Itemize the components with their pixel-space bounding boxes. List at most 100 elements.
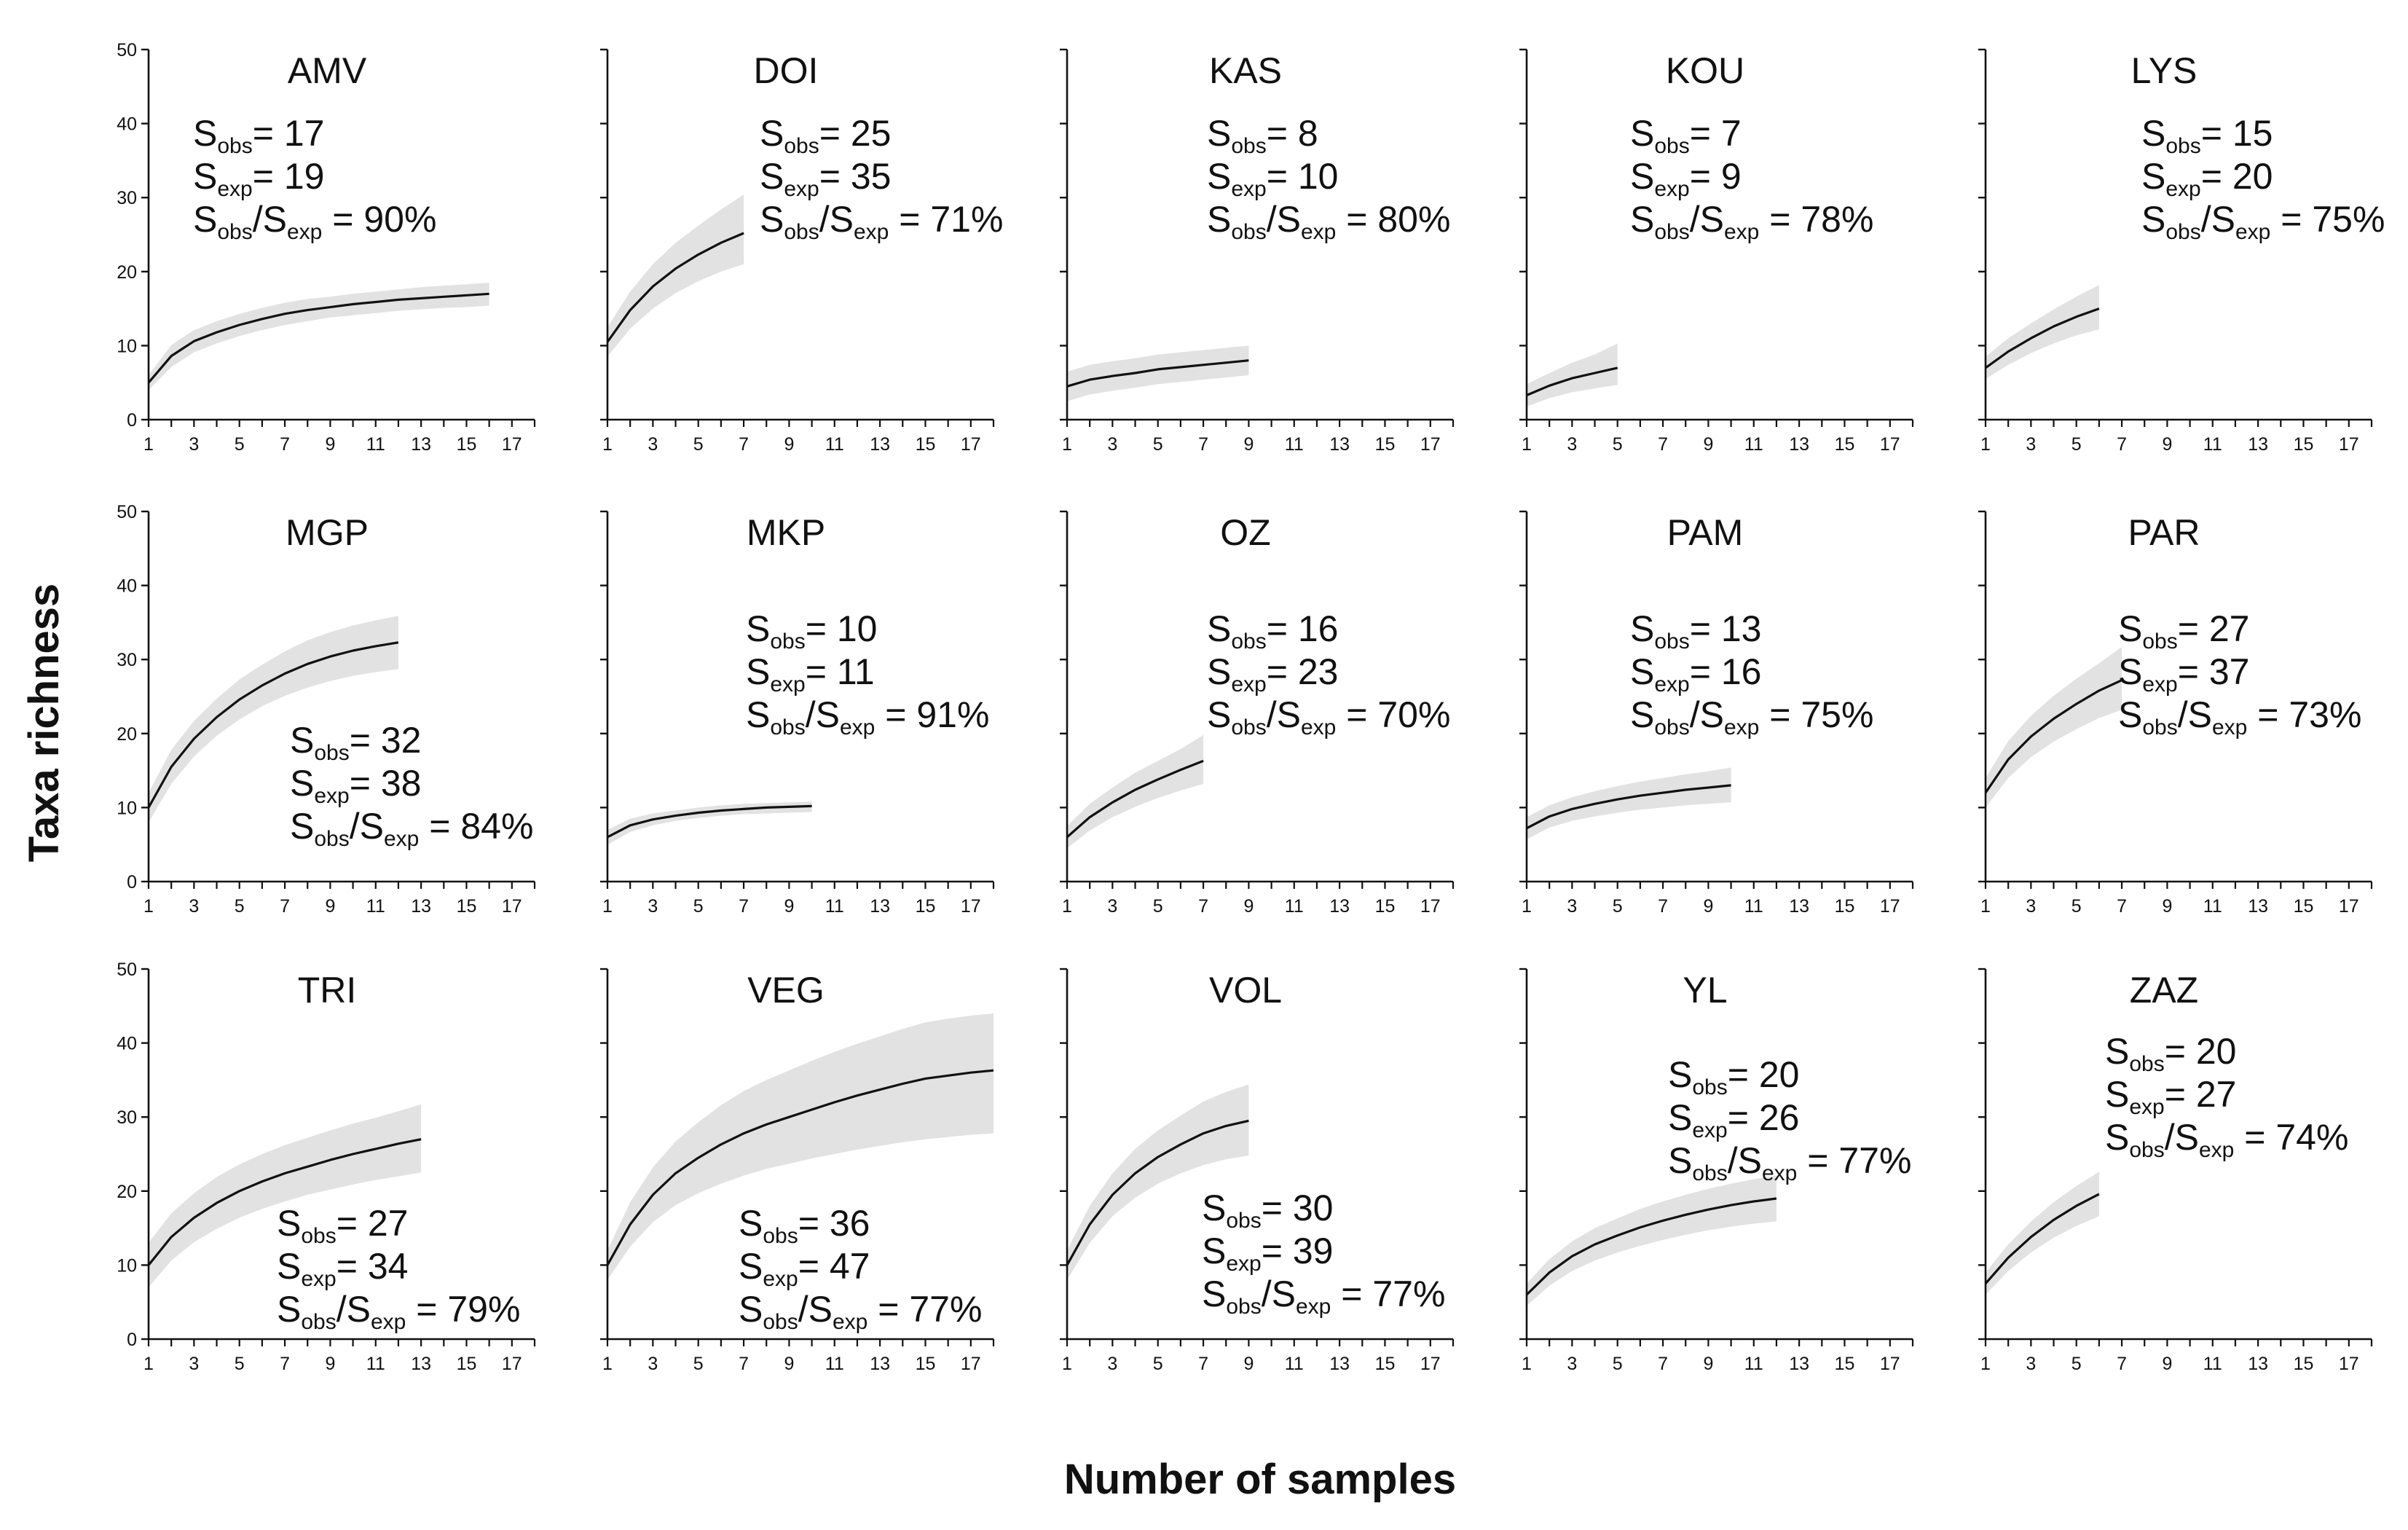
stat-line: Sobs= 10 [746,608,877,654]
panel-title: PAR [2128,512,2200,553]
rarefaction-curve [147,292,489,384]
x-tick-label: 5 [235,434,245,455]
stat-line: Sexp= 37 [2118,651,2249,697]
x-tick-label: 5 [693,896,704,917]
panel-title: LYS [2131,50,2198,91]
x-tick-label: 15 [2294,1354,2314,1374]
x-tick-label: 7 [1198,434,1208,455]
x-tick-label: 17 [1420,1354,1441,1374]
stat-line: Sobs= 27 [2118,608,2249,654]
x-tick-label: 9 [2162,896,2172,917]
x-tick-label: 11 [1285,1354,1304,1374]
stat-line: Sobs= 17 [193,113,324,158]
stat-line: Sobs/Sexp = 77% [1668,1140,1911,1185]
x-tick-label: 13 [2248,1354,2268,1374]
x-tick-label: 15 [1835,1354,1855,1374]
x-tick-label: 13 [870,896,890,917]
x-tick-label: 9 [1243,434,1254,455]
rarefaction-curve [1526,366,1618,396]
confidence-band [149,616,398,823]
stat-line: Sobs/Sexp = 84% [290,806,533,851]
x-tick-label: 9 [1703,434,1713,455]
y-tick-label: 50 [117,960,137,980]
panel-title: KOU [1666,50,1744,91]
y-axis-title: Taxa richness [20,584,68,863]
y-tick-label: 10 [117,1255,137,1276]
x-tick-label: 11 [2203,896,2222,917]
x-tick-label: 11 [366,896,385,917]
stat-line: Sobs= 7 [1630,113,1742,158]
x-tick-label: 15 [1835,434,1855,455]
rarefaction-curve [606,1069,994,1266]
x-tick-label: 17 [961,896,981,917]
rarefaction-curve [1525,1197,1777,1296]
x-tick-label: 7 [1658,896,1668,917]
x-tick-label: 1 [1522,1354,1532,1374]
y-tick-label: 30 [117,650,137,670]
x-tick-label: 17 [2339,434,2359,455]
x-tick-label: 3 [648,1354,658,1374]
x-tick-label: 3 [189,896,199,917]
stat-line: Sobs/Sexp = 71% [760,199,1003,244]
rarefaction-curve [1526,784,1731,830]
y-tick-label: 40 [117,114,137,135]
stat-line: Sobs/Sexp = 75% [1630,694,1873,740]
rarefaction-curve [1066,359,1249,388]
x-tick-label: 3 [648,434,658,455]
y-tick-label: 50 [117,40,137,60]
y-tick-label: 50 [117,502,137,522]
x-tick-label: 17 [502,434,522,455]
rarefaction-curve [147,641,399,809]
panel-title: AMV [288,50,367,91]
stat-line: Sobs/Sexp = 91% [746,694,989,740]
x-tick-label: 1 [1062,896,1072,917]
x-tick-label: 3 [1567,1354,1577,1374]
x-tick-label: 15 [916,896,936,917]
x-tick-label: 1 [1980,896,1991,917]
rarefaction-curve [607,804,812,839]
panel-title: VEG [747,970,825,1011]
stat-line: Sobs/Sexp = 77% [739,1289,982,1334]
x-tick-label: 5 [2071,434,2082,455]
stat-line: Sexp= 34 [277,1246,408,1291]
x-tick-label: 5 [1613,434,1623,455]
y-tick-label: 0 [127,410,137,431]
y-tick-label: 20 [117,1182,137,1202]
confidence-band [149,1104,422,1287]
x-tick-label: 15 [1375,434,1396,455]
x-tick-label: 15 [1375,1354,1396,1374]
stat-line: Sobs= 32 [290,720,421,765]
x-tick-label: 17 [502,896,522,917]
x-tick-label: 1 [1522,896,1532,917]
x-tick-label: 7 [739,434,749,455]
stat-line: Sexp= 27 [2105,1074,2236,1119]
stat-line: Sobs/Sexp = 79% [277,1289,520,1334]
y-tick-label: 0 [127,872,137,892]
panel-title: MKP [747,512,825,553]
x-tick-label: 15 [916,434,936,455]
rarefaction-curve [1984,679,2122,794]
x-tick-label: 3 [1567,434,1577,455]
panel-title: VOL [1209,970,1282,1011]
x-tick-label: 11 [1285,434,1304,455]
x-tick-label: 3 [2026,434,2036,455]
confidence-band [607,801,812,845]
x-tick-label: 17 [1880,896,1900,917]
x-tick-label: 11 [2203,1354,2222,1374]
confidence-band [1986,1172,2099,1295]
x-tick-label: 15 [2294,434,2314,455]
x-tick-label: 7 [739,896,749,917]
x-tick-label: 7 [1658,434,1668,455]
x-tick-label: 13 [1329,1354,1350,1374]
x-tick-label: 3 [189,1354,199,1374]
panel-title: DOI [754,50,819,91]
x-tick-label: 3 [2026,896,2036,917]
